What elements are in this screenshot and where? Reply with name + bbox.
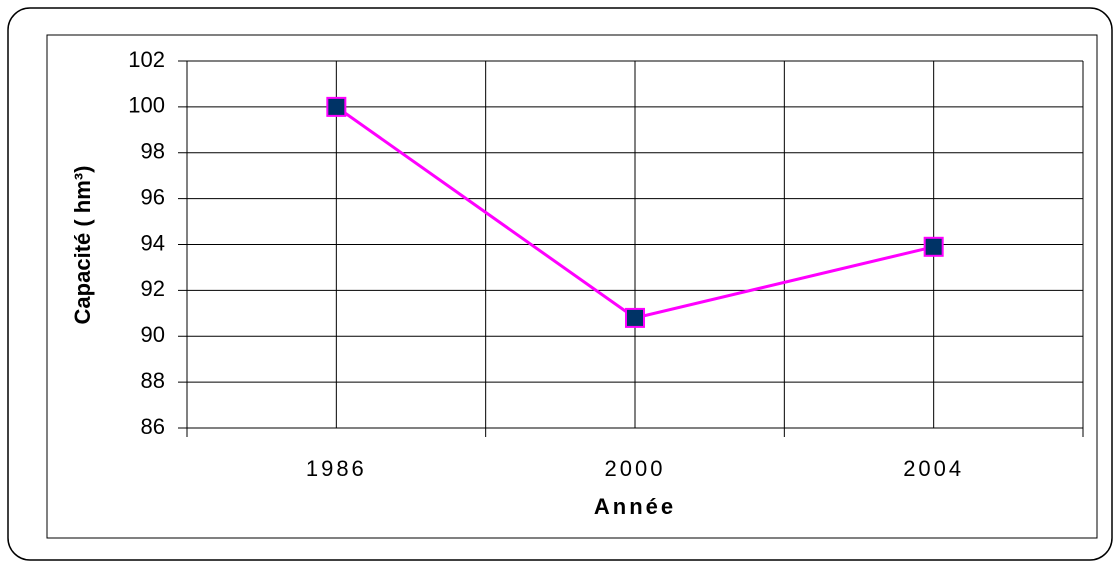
x-axis-label: Année (594, 494, 676, 519)
y-tick-label: 90 (141, 322, 165, 347)
y-tick-label: 94 (141, 230, 165, 255)
y-tick-label: 86 (141, 414, 165, 439)
y-tick-label: 102 (128, 47, 165, 72)
marker (923, 236, 944, 257)
x-tick-label: 2000 (605, 456, 666, 481)
y-tick-label: 96 (141, 184, 165, 209)
y-tick-label: 92 (141, 276, 165, 301)
y-tick-label: 88 (141, 368, 165, 393)
y-tick-label: 98 (141, 139, 165, 164)
x-tick-label: 2004 (903, 456, 964, 481)
marker (625, 307, 645, 328)
y-tick-label: 100 (128, 93, 165, 118)
inner-frame (46, 34, 1098, 539)
marker (326, 96, 347, 117)
x-tick-label: 1986 (306, 456, 367, 481)
y-axis-label: Capacité ( hm³) (70, 166, 95, 325)
